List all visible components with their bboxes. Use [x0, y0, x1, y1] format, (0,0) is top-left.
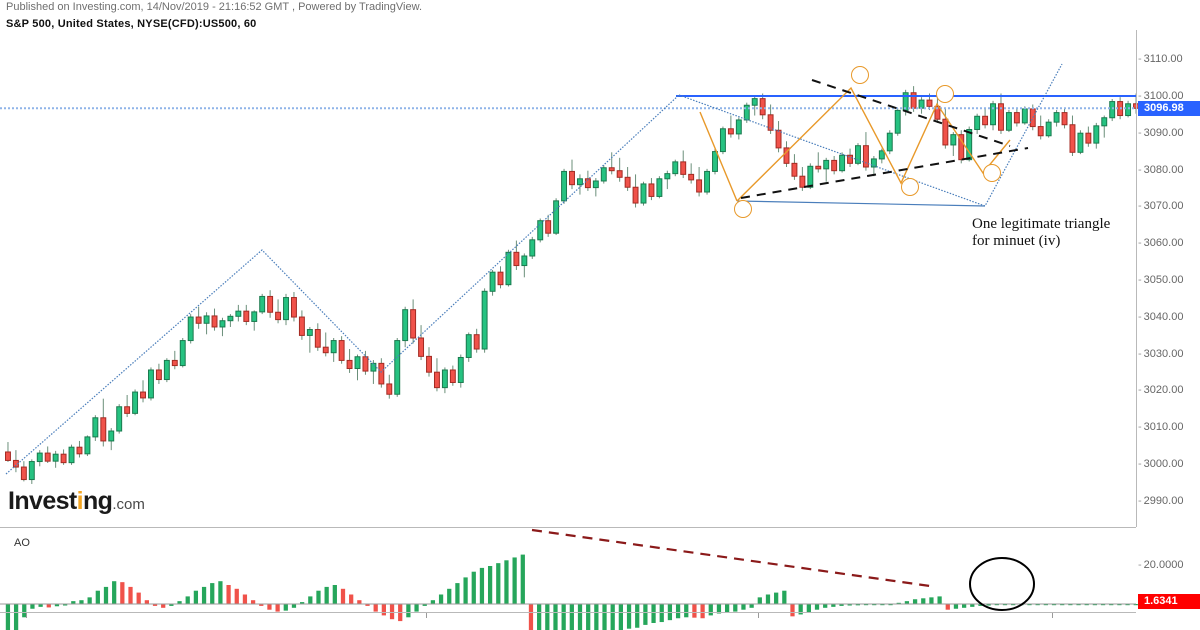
- watermark-brand: Invest: [8, 487, 77, 515]
- triangle-label-D: [936, 85, 954, 103]
- watermark-dot-i: i: [76, 487, 84, 515]
- price-tick: -3030.00: [1138, 347, 1184, 360]
- price-tick: -3040.00: [1138, 310, 1184, 323]
- panel-divider: [1136, 30, 1137, 527]
- triangle-label-E: [983, 164, 1001, 182]
- time-axis-line: [0, 612, 1136, 613]
- time-tick: [26, 613, 27, 618]
- price-tick: -3090.00: [1138, 126, 1184, 139]
- current-price-badge: 3096.98: [1138, 101, 1200, 117]
- time-tick: [1052, 613, 1053, 618]
- ao-tick: -20.0000: [1138, 559, 1184, 571]
- annotation-line-1: One legitimate triangle: [972, 216, 1111, 232]
- investing-watermark: Investing.com: [8, 489, 145, 517]
- ao-value-badge: 1.6341: [1138, 593, 1200, 609]
- triangle-label-B: [851, 66, 869, 84]
- watermark-brand2: ng: [83, 487, 113, 515]
- price-tick: -3060.00: [1138, 237, 1184, 250]
- published-line: Published on Investing.com, 14/Nov/2019 …: [6, 1, 423, 13]
- price-tick: -3110.00: [1138, 53, 1183, 66]
- price-tick: -3010.00: [1138, 421, 1184, 434]
- price-tick: -3050.00: [1138, 274, 1184, 286]
- price-tick: -3080.00: [1138, 163, 1184, 176]
- price-tick: -3100.00: [1138, 90, 1184, 103]
- panel-divider: [0, 527, 1136, 528]
- time-tick: [426, 613, 427, 618]
- time-tick: [758, 613, 759, 618]
- ao-chart: [0, 528, 1138, 630]
- annotation-line-2: for minuet (iv): [972, 233, 1061, 249]
- price-tick: -3070.00: [1138, 200, 1184, 213]
- price-chart: [0, 63, 1139, 484]
- symbol-line: S&P 500, United States, NYSE(CFD):US500,…: [6, 18, 257, 30]
- price-tick: -3020.00: [1138, 384, 1184, 397]
- price-tick: -3000.00: [1138, 457, 1184, 470]
- ao-panel-title: AO: [14, 537, 30, 549]
- triangle-label-A: [734, 200, 752, 218]
- triangle-label-C: [901, 178, 919, 196]
- watermark-tld: .com: [112, 496, 145, 513]
- price-tick: -2990.00: [1138, 494, 1184, 507]
